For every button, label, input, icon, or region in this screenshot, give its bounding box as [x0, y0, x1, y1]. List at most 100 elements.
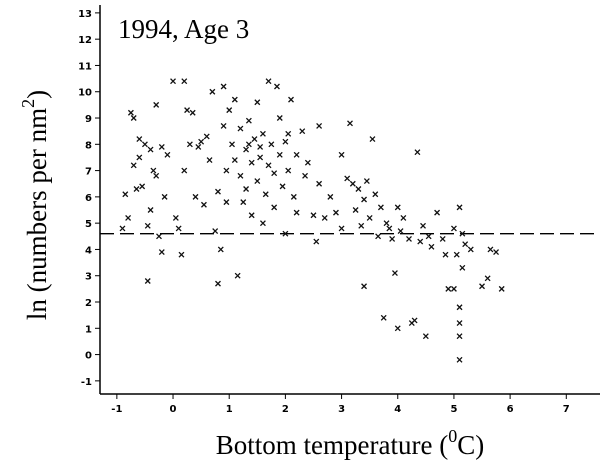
point	[369, 136, 376, 143]
point	[170, 78, 176, 85]
y-tick-label: 0	[85, 351, 92, 362]
point	[237, 172, 244, 179]
point	[347, 120, 353, 127]
point	[288, 96, 294, 103]
x-tick-label: 5	[450, 404, 457, 415]
point	[450, 285, 457, 292]
point	[361, 196, 368, 203]
x-tick-label: 2	[282, 404, 289, 415]
y-axis-label: ln (numbers per nm2)	[18, 90, 52, 320]
y-tick-label: 8	[85, 140, 92, 151]
x-label-text: Bottom temperature (	[216, 430, 448, 460]
point	[411, 317, 418, 324]
point	[386, 225, 393, 232]
point	[122, 191, 129, 198]
point	[144, 278, 151, 284]
point	[144, 222, 151, 229]
point	[141, 141, 148, 148]
y-tick-label: 13	[78, 9, 92, 20]
point	[493, 249, 500, 256]
point	[425, 233, 432, 240]
point	[220, 83, 227, 90]
point	[349, 180, 356, 187]
point	[394, 204, 401, 211]
point	[254, 178, 261, 185]
point	[338, 225, 345, 232]
point	[251, 136, 258, 143]
point	[215, 280, 221, 287]
point	[321, 214, 328, 221]
x-tick-label: 6	[507, 404, 514, 415]
point	[414, 149, 421, 156]
y-tick-label: 7	[85, 167, 92, 178]
point	[215, 188, 221, 195]
point	[293, 209, 300, 216]
point	[130, 115, 137, 121]
point	[223, 167, 230, 174]
x-tick-label: -1	[111, 404, 122, 415]
point	[127, 109, 134, 116]
point	[271, 204, 278, 211]
point	[293, 151, 300, 158]
point	[422, 333, 429, 340]
point	[206, 157, 213, 164]
point	[175, 225, 182, 232]
point	[130, 162, 137, 169]
point	[302, 172, 309, 179]
point	[136, 136, 143, 143]
point	[445, 285, 452, 292]
point	[231, 157, 238, 164]
y-tick-label: 3	[85, 272, 92, 283]
point	[456, 204, 463, 211]
point	[355, 186, 362, 192]
point	[234, 272, 241, 279]
point	[344, 175, 351, 182]
point	[265, 78, 272, 85]
x-tick-label: 4	[394, 404, 401, 415]
point	[358, 222, 365, 229]
point	[434, 209, 441, 216]
point	[229, 141, 235, 148]
point	[467, 246, 474, 253]
point	[380, 314, 387, 321]
y-tick-label: 6	[85, 193, 92, 204]
point	[391, 270, 398, 277]
point	[290, 193, 297, 200]
y-label-end: )	[22, 90, 52, 99]
point	[254, 99, 261, 106]
point	[394, 325, 401, 332]
point	[372, 191, 379, 198]
y-tick-label: 9	[85, 114, 92, 125]
y-label-sup: 2	[18, 99, 38, 108]
point	[259, 220, 266, 227]
point	[156, 233, 162, 240]
point	[237, 125, 244, 132]
point	[158, 143, 165, 150]
point	[181, 167, 188, 174]
x-label-sup: 0	[448, 426, 457, 446]
y-tick-label: 12	[78, 35, 92, 46]
point	[456, 320, 463, 326]
point	[459, 264, 466, 271]
point	[243, 146, 250, 153]
point	[153, 101, 160, 108]
point	[397, 228, 404, 235]
x-tick-label: 1	[226, 404, 233, 415]
point	[153, 172, 160, 179]
point	[198, 138, 205, 145]
point	[125, 214, 132, 221]
point	[383, 220, 390, 227]
point	[363, 178, 370, 185]
point	[209, 88, 216, 95]
point	[479, 283, 485, 290]
x-tick-label: 3	[338, 404, 345, 415]
point	[313, 238, 320, 245]
point	[453, 251, 460, 258]
y-tick-label: 5	[85, 219, 92, 230]
point	[262, 191, 269, 198]
y-tick-label: 11	[78, 61, 92, 72]
point	[285, 130, 292, 137]
point	[377, 204, 384, 211]
point	[276, 151, 283, 158]
y-tick-label: 4	[85, 245, 92, 256]
